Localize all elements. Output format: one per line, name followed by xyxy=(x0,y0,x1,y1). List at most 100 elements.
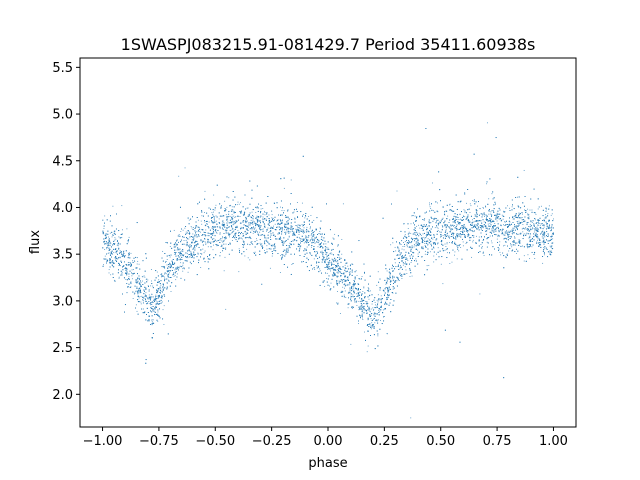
data-point xyxy=(200,231,202,233)
data-point xyxy=(180,262,182,264)
data-point xyxy=(433,235,435,237)
data-point xyxy=(408,242,410,243)
data-point xyxy=(412,252,413,254)
data-point xyxy=(527,213,529,215)
data-point xyxy=(495,216,497,218)
data-point xyxy=(108,272,110,274)
data-point xyxy=(295,228,297,230)
data-point xyxy=(548,234,549,236)
data-point xyxy=(523,260,525,262)
data-point xyxy=(483,255,485,257)
data-point xyxy=(341,279,343,280)
data-point xyxy=(298,234,300,235)
data-point xyxy=(194,230,196,232)
data-point xyxy=(266,245,268,247)
data-point xyxy=(287,232,289,234)
data-point xyxy=(373,324,374,325)
data-point xyxy=(440,241,442,242)
data-point xyxy=(552,238,554,240)
data-point xyxy=(319,268,321,270)
data-point xyxy=(266,230,267,232)
data-point xyxy=(205,225,207,227)
data-point xyxy=(514,227,515,229)
data-point xyxy=(541,236,543,238)
data-point xyxy=(336,280,337,282)
data-point xyxy=(422,226,424,228)
data-point xyxy=(540,205,542,207)
data-point xyxy=(362,290,364,292)
data-point xyxy=(128,236,130,238)
data-point xyxy=(537,239,538,241)
data-point xyxy=(415,220,417,222)
data-point xyxy=(457,244,459,246)
data-point xyxy=(204,241,206,243)
data-point xyxy=(403,223,405,225)
data-point xyxy=(150,269,152,270)
data-point xyxy=(145,296,147,298)
data-point xyxy=(178,175,180,177)
data-point xyxy=(284,223,286,225)
data-point xyxy=(269,243,271,245)
data-point xyxy=(284,242,286,244)
data-point xyxy=(377,335,379,337)
data-point xyxy=(483,207,484,209)
data-point xyxy=(189,234,191,235)
data-point xyxy=(489,235,491,237)
data-point xyxy=(236,204,238,206)
data-point xyxy=(110,251,112,253)
data-point xyxy=(396,190,398,192)
data-point xyxy=(343,280,345,282)
data-point xyxy=(496,220,498,222)
data-point xyxy=(454,218,456,220)
data-point xyxy=(279,272,281,273)
data-point xyxy=(245,219,247,221)
data-point xyxy=(331,258,333,260)
data-point xyxy=(426,231,428,233)
data-point xyxy=(534,228,536,230)
data-point xyxy=(460,247,462,248)
data-point xyxy=(503,210,505,212)
data-point xyxy=(316,265,318,267)
data-point xyxy=(544,241,546,243)
data-point xyxy=(144,276,146,278)
data-point xyxy=(499,251,501,253)
data-point xyxy=(212,214,214,216)
data-point xyxy=(376,299,378,301)
data-point xyxy=(534,258,536,259)
data-point xyxy=(533,223,535,225)
data-point xyxy=(472,239,474,241)
data-point xyxy=(508,223,510,225)
data-point xyxy=(491,210,493,212)
data-point xyxy=(370,328,372,330)
chart-title: 1SWASPJ083215.91-081429.7 Period 35411.6… xyxy=(121,35,536,54)
data-point xyxy=(246,232,248,234)
data-point xyxy=(303,232,304,234)
data-point xyxy=(264,210,265,212)
data-point xyxy=(475,235,477,237)
data-point xyxy=(231,214,233,216)
data-point xyxy=(501,214,503,216)
data-point xyxy=(361,300,363,302)
data-point xyxy=(157,320,159,322)
data-point xyxy=(281,210,283,211)
data-point xyxy=(322,280,324,282)
data-point xyxy=(140,281,142,283)
data-point xyxy=(328,268,330,270)
data-point xyxy=(357,296,359,297)
data-point xyxy=(109,244,111,246)
data-point xyxy=(259,226,261,228)
data-point xyxy=(304,217,306,219)
data-point xyxy=(317,241,319,243)
data-point xyxy=(271,217,273,219)
data-point xyxy=(106,248,108,250)
data-point xyxy=(288,228,290,230)
data-point xyxy=(501,219,503,221)
data-point xyxy=(541,231,543,233)
data-point xyxy=(191,227,193,229)
data-point xyxy=(115,252,117,254)
data-point xyxy=(445,249,447,251)
data-point xyxy=(437,229,439,231)
data-point xyxy=(232,220,234,222)
data-point xyxy=(150,304,152,306)
data-point xyxy=(390,279,392,281)
